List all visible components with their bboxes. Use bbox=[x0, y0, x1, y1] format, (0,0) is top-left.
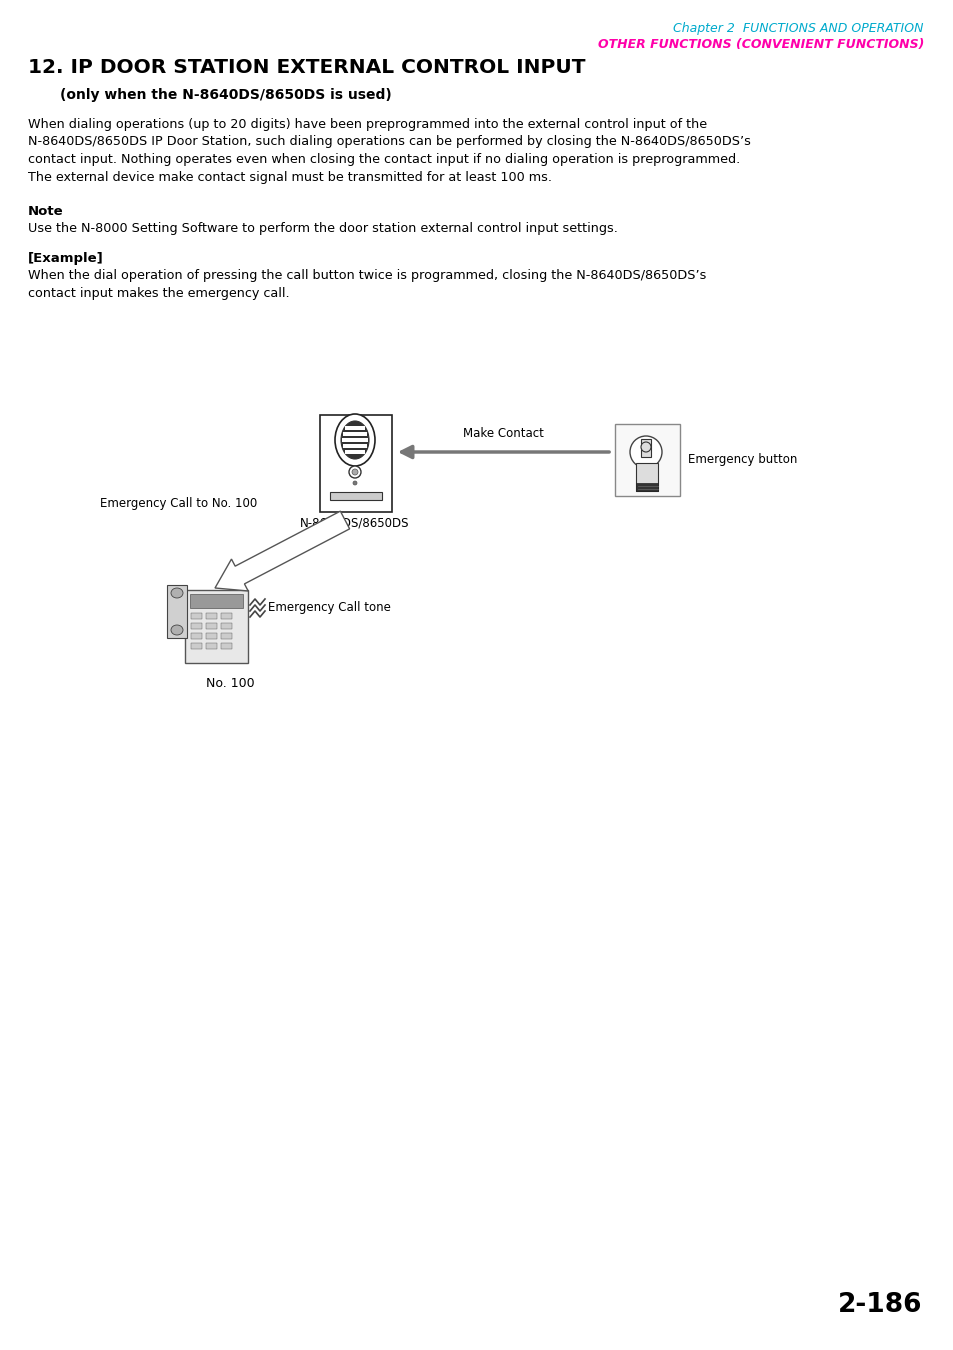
Bar bbox=[221, 613, 232, 620]
Polygon shape bbox=[214, 512, 349, 591]
Ellipse shape bbox=[640, 441, 650, 452]
Circle shape bbox=[629, 436, 661, 468]
Bar bbox=[342, 432, 367, 436]
Text: Chapter 2  FUNCTIONS AND OPERATION: Chapter 2 FUNCTIONS AND OPERATION bbox=[673, 22, 923, 35]
Bar bbox=[191, 613, 202, 620]
Bar bbox=[636, 483, 658, 491]
Bar bbox=[319, 414, 392, 512]
Bar bbox=[206, 633, 216, 639]
Text: contact input makes the emergency call.: contact input makes the emergency call. bbox=[28, 286, 290, 300]
Text: [Example]: [Example] bbox=[28, 252, 104, 265]
Text: The external device make contact signal must be transmitted for at least 100 ms.: The external device make contact signal … bbox=[28, 170, 552, 184]
Text: OTHER FUNCTIONS (CONVENIENT FUNCTIONS): OTHER FUNCTIONS (CONVENIENT FUNCTIONS) bbox=[597, 38, 923, 51]
Bar bbox=[221, 633, 232, 639]
Text: When the dial operation of pressing the call button twice is programmed, closing: When the dial operation of pressing the … bbox=[28, 269, 705, 282]
Text: Emergency Call tone: Emergency Call tone bbox=[268, 602, 391, 614]
Text: (only when the N-8640DS/8650DS is used): (only when the N-8640DS/8650DS is used) bbox=[60, 88, 392, 103]
Ellipse shape bbox=[340, 421, 369, 459]
Bar bbox=[345, 451, 364, 454]
Text: Make Contact: Make Contact bbox=[462, 427, 543, 440]
Ellipse shape bbox=[171, 625, 183, 634]
Bar bbox=[191, 633, 202, 639]
Text: No. 100: No. 100 bbox=[206, 676, 254, 690]
Circle shape bbox=[352, 468, 357, 475]
Bar bbox=[345, 427, 364, 429]
Bar bbox=[191, 643, 202, 649]
Bar bbox=[615, 424, 679, 495]
Text: Note: Note bbox=[28, 205, 64, 217]
Circle shape bbox=[349, 466, 360, 478]
Bar bbox=[330, 491, 381, 500]
Bar bbox=[191, 622, 202, 629]
Bar bbox=[640, 439, 650, 458]
Circle shape bbox=[353, 481, 356, 485]
Bar bbox=[221, 643, 232, 649]
Ellipse shape bbox=[335, 414, 375, 466]
Text: N-8640DS/8650DS IP Door Station, such dialing operations can be performed by clo: N-8640DS/8650DS IP Door Station, such di… bbox=[28, 135, 750, 148]
Bar bbox=[185, 590, 248, 663]
Bar bbox=[206, 613, 216, 620]
Ellipse shape bbox=[171, 589, 183, 598]
Text: When dialing operations (up to 20 digits) have been preprogrammed into the exter: When dialing operations (up to 20 digits… bbox=[28, 117, 706, 131]
Bar bbox=[167, 585, 187, 639]
Bar bbox=[206, 643, 216, 649]
Bar bbox=[342, 444, 367, 448]
Text: 2-186: 2-186 bbox=[837, 1292, 921, 1318]
Text: Emergency Call to No. 100: Emergency Call to No. 100 bbox=[100, 497, 257, 510]
Bar bbox=[221, 622, 232, 629]
Bar bbox=[341, 439, 368, 441]
Bar bbox=[190, 594, 243, 608]
Bar bbox=[206, 622, 216, 629]
Bar bbox=[636, 463, 658, 491]
Text: Emergency button: Emergency button bbox=[687, 454, 797, 467]
Text: contact input. Nothing operates even when closing the contact input if no dialin: contact input. Nothing operates even whe… bbox=[28, 153, 740, 166]
Text: Use the N-8000 Setting Software to perform the door station external control inp: Use the N-8000 Setting Software to perfo… bbox=[28, 221, 618, 235]
Text: 12. IP DOOR STATION EXTERNAL CONTROL INPUT: 12. IP DOOR STATION EXTERNAL CONTROL INP… bbox=[28, 58, 585, 77]
Text: N-8640DS/8650DS: N-8640DS/8650DS bbox=[300, 516, 410, 529]
